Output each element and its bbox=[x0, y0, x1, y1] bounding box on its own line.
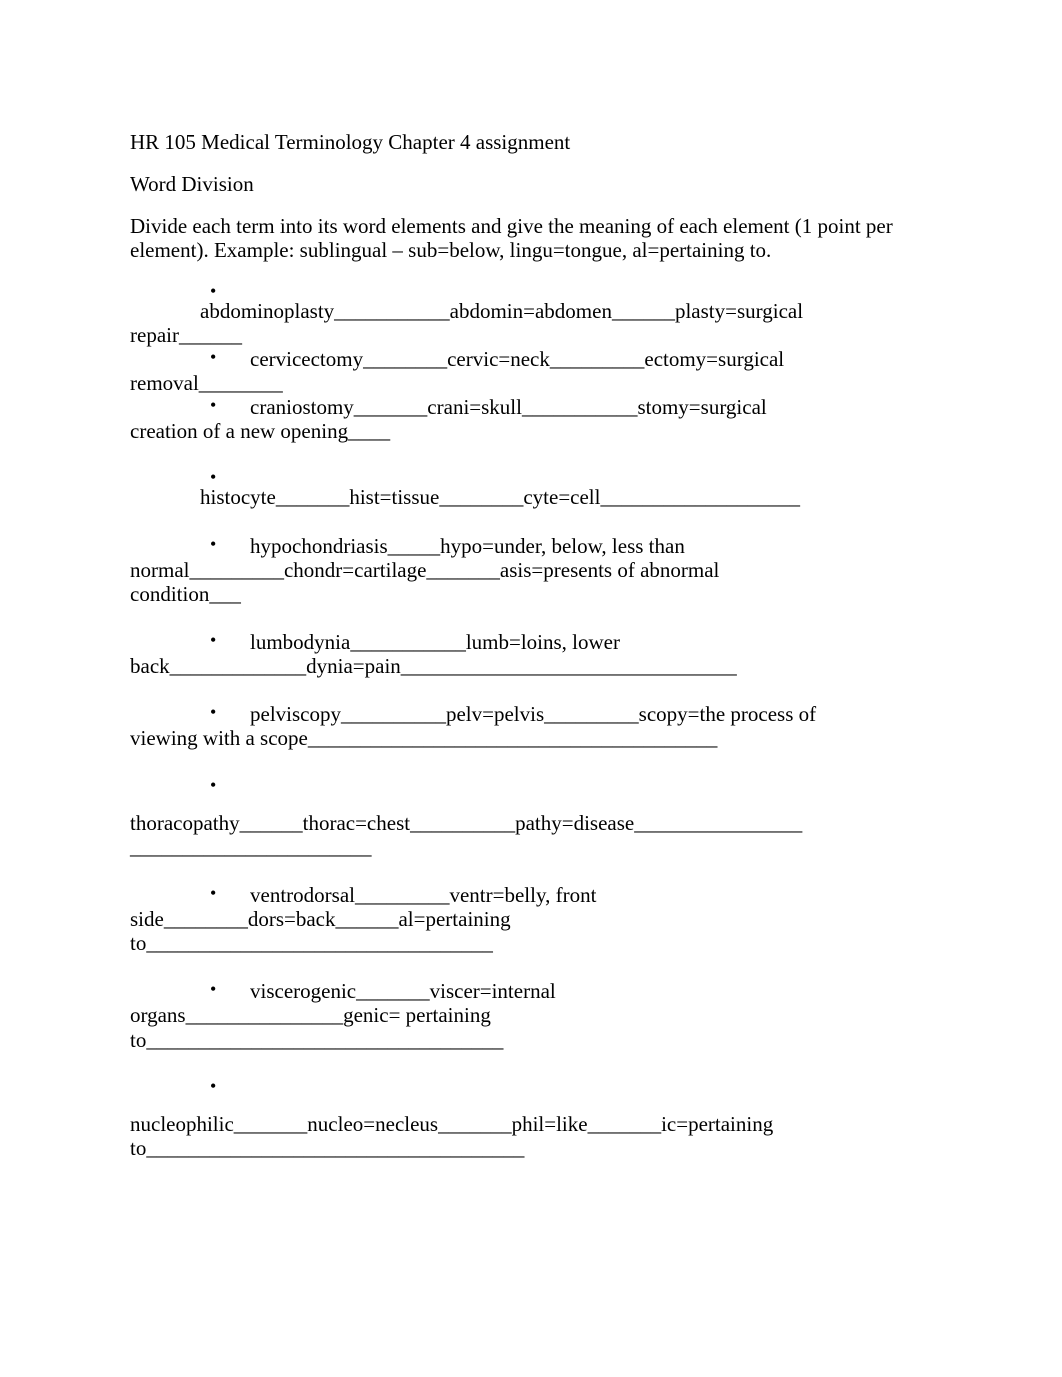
entry-continuation: repair______ bbox=[130, 323, 932, 347]
entry-line: thoracopathy______thorac=chest__________… bbox=[130, 811, 932, 835]
entry-thoracopathy: thoracopathy______thorac=chest__________… bbox=[200, 775, 932, 859]
entry-abdominoplasty: abdominoplasty___________abdomin=abdomen… bbox=[200, 281, 932, 347]
entry-line: hypochondriasis_____hypo=under, below, l… bbox=[200, 534, 932, 558]
entry-viscerogenic: viscerogenic_______viscer=internal organ… bbox=[200, 979, 932, 1051]
entry-cervicectomy: cervicectomy________cervic=neck_________… bbox=[200, 347, 932, 395]
entry-continuation: to__________________________________ bbox=[130, 1028, 932, 1052]
entry-ventrodorsal: ventrodorsal_________ventr=belly, front … bbox=[200, 883, 932, 955]
entry-continuation: creation of a new opening____ bbox=[130, 419, 932, 443]
entry-continuation: viewing with a scope____________________… bbox=[130, 726, 932, 750]
entry-line: histocyte_______hist=tissue________cyte=… bbox=[200, 485, 932, 509]
entry-continuation: to_________________________________ bbox=[130, 931, 932, 955]
instructions-text: Divide each term into its word elements … bbox=[130, 214, 932, 262]
entry-histocyte: histocyte_______hist=tissue________cyte=… bbox=[200, 467, 932, 509]
entry-lumbodynia: lumbodynia___________lumb=loins, lower b… bbox=[200, 630, 932, 678]
entry-line: craniostomy_______crani=skull___________… bbox=[200, 395, 932, 419]
entry-continuation: normal_________chondr=cartilage_______as… bbox=[130, 558, 932, 582]
entry-line: lumbodynia___________lumb=loins, lower bbox=[200, 630, 932, 654]
bullet-marker bbox=[200, 1076, 932, 1094]
entry-line: cervicectomy________cervic=neck_________… bbox=[200, 347, 932, 371]
entry-continuation: _______________________ bbox=[130, 835, 932, 859]
page-title: HR 105 Medical Terminology Chapter 4 ass… bbox=[130, 130, 932, 154]
entry-continuation: side________dors=back______al=pertaining bbox=[130, 907, 932, 931]
entry-hypochondriasis: hypochondriasis_____hypo=under, below, l… bbox=[200, 534, 932, 606]
entry-continuation: to____________________________________ bbox=[130, 1136, 932, 1160]
bullet-marker bbox=[200, 467, 932, 485]
entry-line: viscerogenic_______viscer=internal bbox=[200, 979, 932, 1003]
entry-line: ventrodorsal_________ventr=belly, front bbox=[200, 883, 932, 907]
entry-continuation: organs_______________genic= pertaining bbox=[130, 1003, 932, 1027]
entry-line: pelviscopy__________pelv=pelvis_________… bbox=[200, 702, 932, 726]
bullet-marker bbox=[200, 281, 932, 299]
entry-pelviscopy: pelviscopy__________pelv=pelvis_________… bbox=[200, 702, 932, 750]
entry-continuation: condition___ bbox=[130, 582, 932, 606]
entry-continuation: back_____________dynia=pain_____________… bbox=[130, 654, 932, 678]
entry-nucleophilic: nucleophilic_______nucleo=necleus_______… bbox=[200, 1076, 932, 1160]
section-heading: Word Division bbox=[130, 172, 932, 196]
entry-line: abdominoplasty___________abdomin=abdomen… bbox=[200, 299, 932, 323]
bullet-marker bbox=[200, 775, 932, 793]
entry-continuation: removal________ bbox=[130, 371, 932, 395]
entry-line: nucleophilic_______nucleo=necleus_______… bbox=[130, 1112, 932, 1136]
entry-craniostomy: craniostomy_______crani=skull___________… bbox=[200, 395, 932, 443]
